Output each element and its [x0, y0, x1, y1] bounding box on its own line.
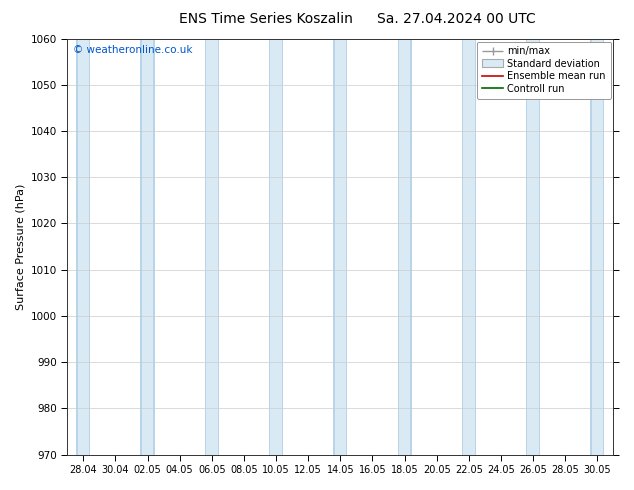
Bar: [590, 39, 592, 455]
Bar: [410, 39, 411, 455]
Bar: [153, 39, 155, 455]
Bar: [270, 39, 282, 455]
Bar: [269, 39, 270, 455]
Bar: [526, 39, 527, 455]
Bar: [333, 39, 335, 455]
Bar: [462, 39, 463, 455]
Bar: [142, 39, 153, 455]
Bar: [89, 39, 91, 455]
Bar: [527, 39, 539, 455]
Text: © weatheronline.co.uk: © weatheronline.co.uk: [73, 45, 192, 55]
Bar: [335, 39, 346, 455]
Bar: [463, 39, 475, 455]
Legend: min/max, Standard deviation, Ensemble mean run, Controll run: min/max, Standard deviation, Ensemble me…: [477, 42, 611, 98]
Bar: [282, 39, 283, 455]
Bar: [539, 39, 540, 455]
Bar: [398, 39, 399, 455]
Bar: [399, 39, 410, 455]
Bar: [77, 39, 89, 455]
Bar: [592, 39, 603, 455]
Text: ENS Time Series Koszalin: ENS Time Series Koszalin: [179, 12, 353, 26]
Bar: [475, 39, 476, 455]
Bar: [205, 39, 206, 455]
Bar: [141, 39, 142, 455]
Text: Sa. 27.04.2024 00 UTC: Sa. 27.04.2024 00 UTC: [377, 12, 536, 26]
Bar: [76, 39, 77, 455]
Bar: [217, 39, 219, 455]
Y-axis label: Surface Pressure (hPa): Surface Pressure (hPa): [15, 183, 25, 310]
Bar: [603, 39, 604, 455]
Bar: [346, 39, 347, 455]
Bar: [206, 39, 217, 455]
